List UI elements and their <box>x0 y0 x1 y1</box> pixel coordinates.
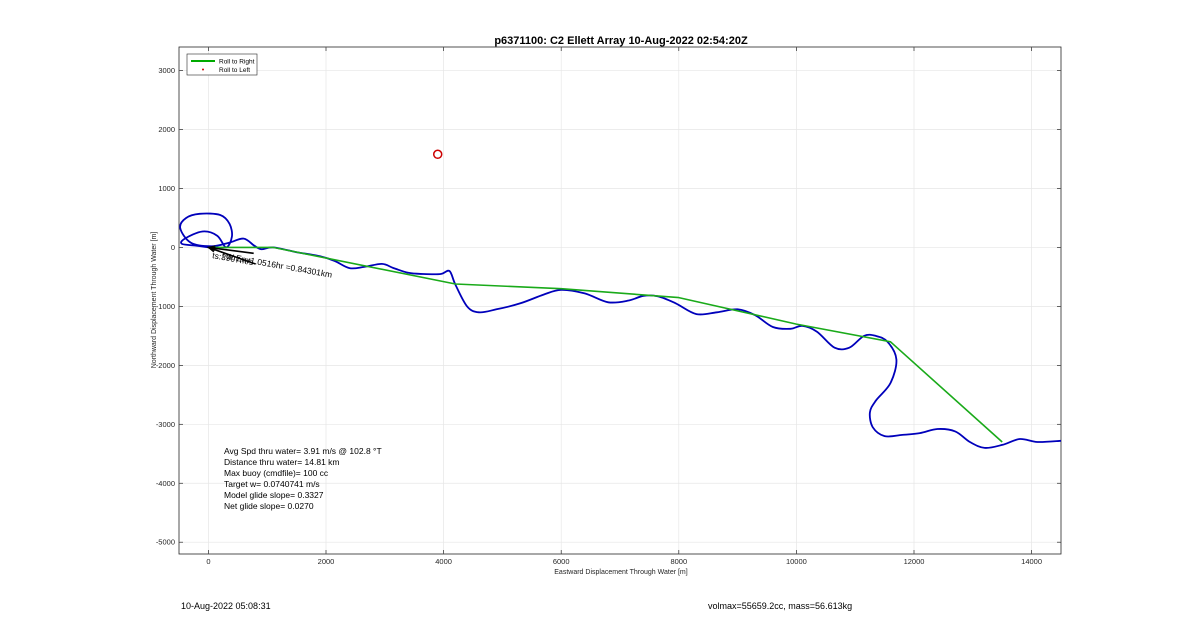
y-tick-label: -3000 <box>156 420 175 429</box>
stat-avg-speed: Avg Spd thru water= 3.91 m/s @ 102.8 °T <box>224 446 382 456</box>
x-axis-ticks: 0 2000 4000 6000 8000 10000 12000 14000 <box>206 47 1042 566</box>
footer-timestamp: 10-Aug-2022 05:08:31 <box>181 601 271 611</box>
legend: Roll to Right Roll to Left <box>186 53 258 76</box>
y-tick-label: 1000 <box>158 184 175 193</box>
x-axis-label: Eastward Displacement Through Water [m] <box>554 569 687 576</box>
y-tick-label: 0 <box>171 243 175 252</box>
stat-model-glide: Model glide slope= 0.3327 <box>224 490 324 500</box>
chart-title: p6371100: C2 Ellett Array 10-Aug-2022 02… <box>494 35 748 47</box>
current-arrow <box>208 246 254 255</box>
stat-max-buoy: Max buoy (cmdfile)= 100 cc <box>224 468 329 478</box>
stat-distance: Distance thru water= 14.81 km <box>224 457 340 467</box>
x-tick-label: 6000 <box>553 557 570 566</box>
x-tick-label: 2000 <box>318 557 335 566</box>
stats-annotation: Avg Spd thru water= 3.91 m/s @ 102.8 °T … <box>224 446 382 511</box>
y-tick-label: -4000 <box>156 479 175 488</box>
legend-label-roll-right: Roll to Right <box>219 59 255 66</box>
y-tick-label: 2000 <box>158 125 175 134</box>
x-tick-label: 0 <box>206 557 210 566</box>
footer-mass-info: volmax=55659.2cc, mass=56.613kg <box>708 601 853 611</box>
y-tick-label: -5000 <box>156 538 175 547</box>
stat-target-w: Target w= 0.0740741 m/s <box>224 479 320 489</box>
y-axis-ticks: -5000 -4000 -3000 -2000 -1000 0 1000 2000 3000 <box>156 66 1061 547</box>
stat-net-glide: Net glide slope= 0.0270 <box>224 501 314 511</box>
x-tick-label: 10000 <box>786 557 807 566</box>
trajectory-line <box>179 212 1062 449</box>
x-tick-label: 14000 <box>1021 557 1042 566</box>
roll-right-line <box>208 246 1003 443</box>
target-marker <box>432 149 443 160</box>
legend-label-roll-left: Roll to Left <box>219 67 250 74</box>
x-tick-label: 8000 <box>670 557 687 566</box>
y-axis-label: Northward Displacement Through Water [m] <box>151 232 158 369</box>
series-layer <box>179 212 1062 449</box>
y-tick-label: -1000 <box>156 302 175 311</box>
current-arrow-head <box>206 246 216 253</box>
legend-box <box>186 53 258 76</box>
marker-layer <box>432 149 443 160</box>
y-tick-label: 3000 <box>158 66 175 75</box>
current-arrow <box>208 246 256 265</box>
grid-lines <box>179 47 1061 554</box>
x-tick-label: 4000 <box>435 557 452 566</box>
x-tick-label: 12000 <box>904 557 925 566</box>
legend-dot-roll-left <box>202 68 204 71</box>
y-tick-label: -2000 <box>156 361 175 370</box>
